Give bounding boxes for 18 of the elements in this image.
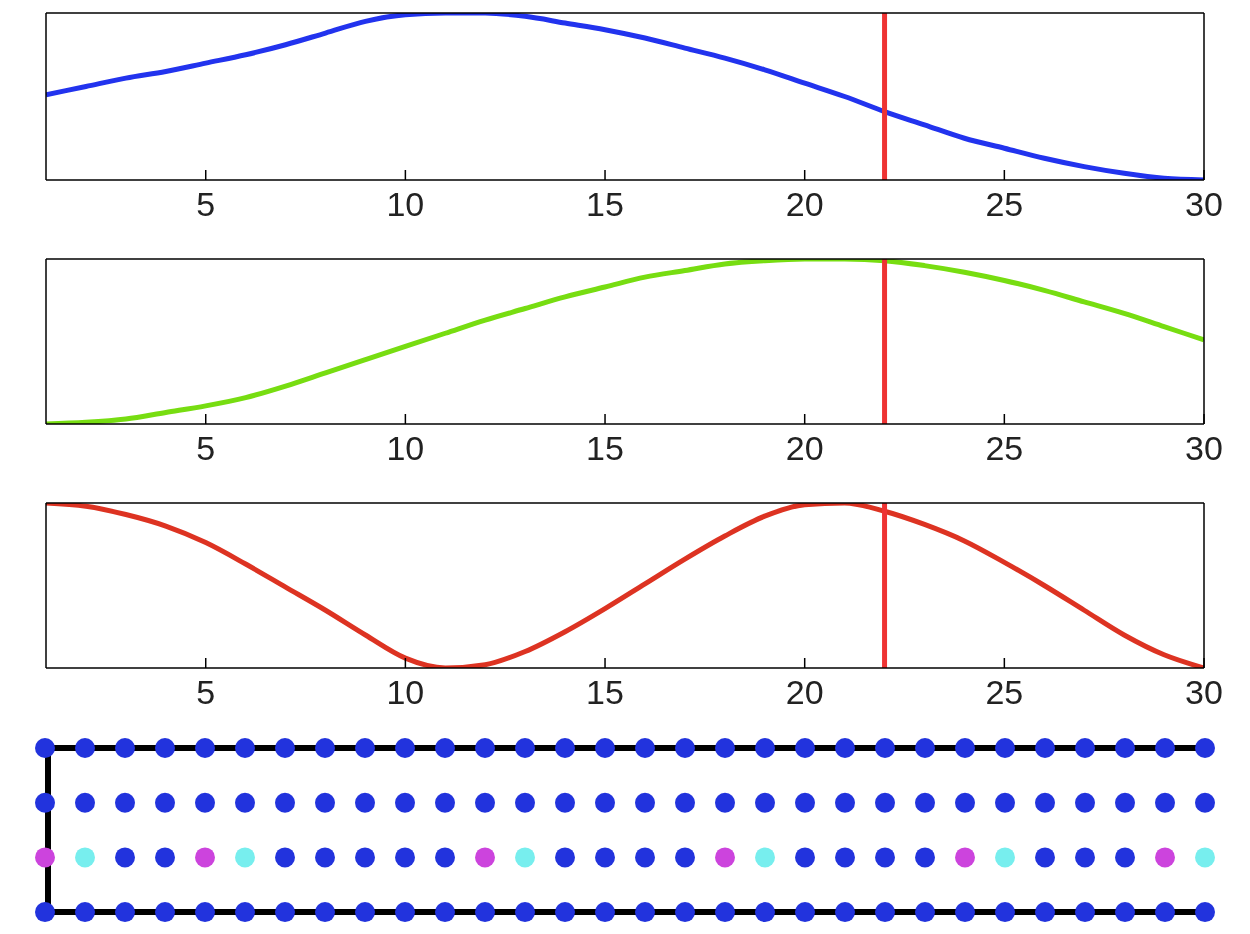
- x-tick-label: 30: [1185, 429, 1223, 468]
- x-tick-label: 30: [1185, 673, 1223, 712]
- x-tick-label: 15: [586, 429, 624, 468]
- x-tick-label: 15: [586, 673, 624, 712]
- x-tick-label: 10: [386, 185, 425, 224]
- x-tick-label: 30: [1185, 185, 1223, 224]
- x-tick-label: 10: [386, 673, 425, 712]
- x-tick-label: 5: [196, 429, 216, 468]
- x-tick-label: 25: [985, 429, 1024, 468]
- x-tick-label: 25: [985, 673, 1024, 712]
- x-tick-label: 5: [196, 185, 216, 224]
- x-tick-label: 10: [386, 429, 425, 468]
- x-tick-label: 5: [196, 673, 216, 712]
- x-tick-label: 15: [586, 185, 624, 224]
- x-tick-label: 20: [785, 673, 824, 712]
- x-tick-label: 25: [985, 185, 1024, 224]
- x-tick-label: 20: [785, 185, 824, 224]
- x-tick-label: 20: [785, 429, 824, 468]
